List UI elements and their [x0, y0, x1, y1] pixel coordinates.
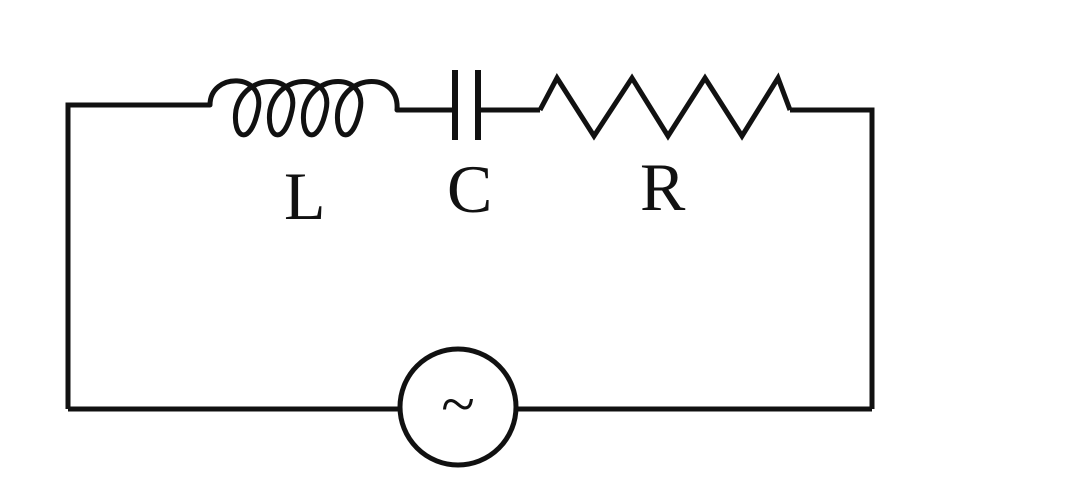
wire-right	[790, 107, 875, 409]
ac-source: ~	[397, 346, 519, 468]
inductor-label: L	[284, 158, 326, 234]
inductor: L	[207, 78, 400, 234]
capacitor-label: C	[447, 151, 492, 227]
resistor: R	[537, 72, 793, 225]
resistor-zigzag-icon	[537, 72, 793, 141]
ac-source-symbol: ~	[441, 371, 475, 439]
resistor-label: R	[640, 149, 686, 225]
capacitor: C	[447, 70, 492, 227]
inductor-coil-icon	[207, 78, 400, 138]
wire-left-top	[65, 102, 210, 409]
ac-source-circle-icon	[397, 346, 519, 468]
